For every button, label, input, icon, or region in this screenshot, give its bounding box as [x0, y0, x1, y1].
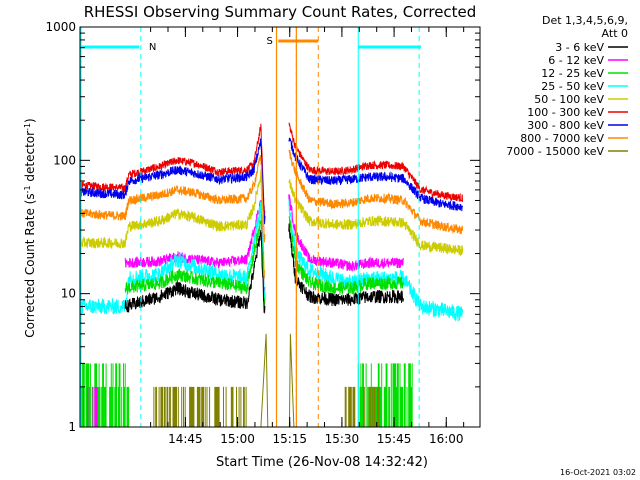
footer-timestamp: 16-Oct-2021 03:02 — [560, 468, 636, 477]
data-series-group — [80, 122, 464, 427]
y-tick-label: 10 — [61, 287, 76, 301]
series-line-1 — [80, 137, 464, 225]
plot-frame — [79, 26, 481, 428]
burst-4 — [344, 386, 380, 427]
series-line-4 — [124, 193, 404, 293]
legend-label: 300 - 800 keV — [527, 119, 604, 132]
legend-label: 6 - 12 keV — [548, 54, 604, 67]
saa-label: S — [267, 36, 273, 47]
y-tick-label: 1000 — [45, 20, 76, 34]
burst-1 — [83, 386, 98, 427]
night-label: N — [149, 42, 156, 53]
legend-header-1: Det 1,3,4,5,6,9, — [542, 14, 628, 27]
legend-label: 12 - 25 keV — [541, 67, 604, 80]
x-tick-label: 15:45 — [377, 432, 412, 446]
legend-label: 100 - 300 keV — [527, 106, 604, 119]
saa-curve — [260, 333, 295, 427]
legend-label: 50 - 100 keV — [534, 93, 604, 106]
y-tick-label: 1 — [68, 420, 76, 434]
x-tick-label: 16:00 — [429, 432, 464, 446]
y-tick-label: 100 — [53, 153, 76, 167]
series-line-3 — [80, 169, 464, 279]
burst-3 — [357, 363, 413, 427]
legend-label: 25 - 50 keV — [541, 80, 604, 93]
x-tick-label: 15:30 — [325, 432, 360, 446]
axes: 1 10 100 1000 14:45 15:00 15:15 15:30 15:45 16:00 — [45, 20, 481, 446]
x-axis-label: Start Time (26-Nov-08 14:32:42) — [216, 455, 428, 470]
series-line-6 — [124, 216, 404, 313]
legend-label: 3 - 6 keV — [555, 41, 604, 54]
x-tick-label: 14:45 — [168, 432, 203, 446]
legend-label: 800 - 7000 keV — [520, 132, 604, 145]
series-line-7 — [124, 223, 404, 315]
legend-label: 7000 - 15000 keV — [506, 145, 604, 158]
chart-title: RHESSI Observing Summary Count Rates, Co… — [84, 3, 477, 21]
plot-area: NS — [80, 27, 464, 427]
burst-2 — [153, 386, 247, 427]
x-tick-label: 15:15 — [272, 432, 307, 446]
y-axis-label: Corrected Count Rate (s-1 detector-1) — [23, 118, 38, 337]
legend-header-2: Att 0 — [602, 27, 628, 40]
x-tick-label: 15:00 — [220, 432, 255, 446]
